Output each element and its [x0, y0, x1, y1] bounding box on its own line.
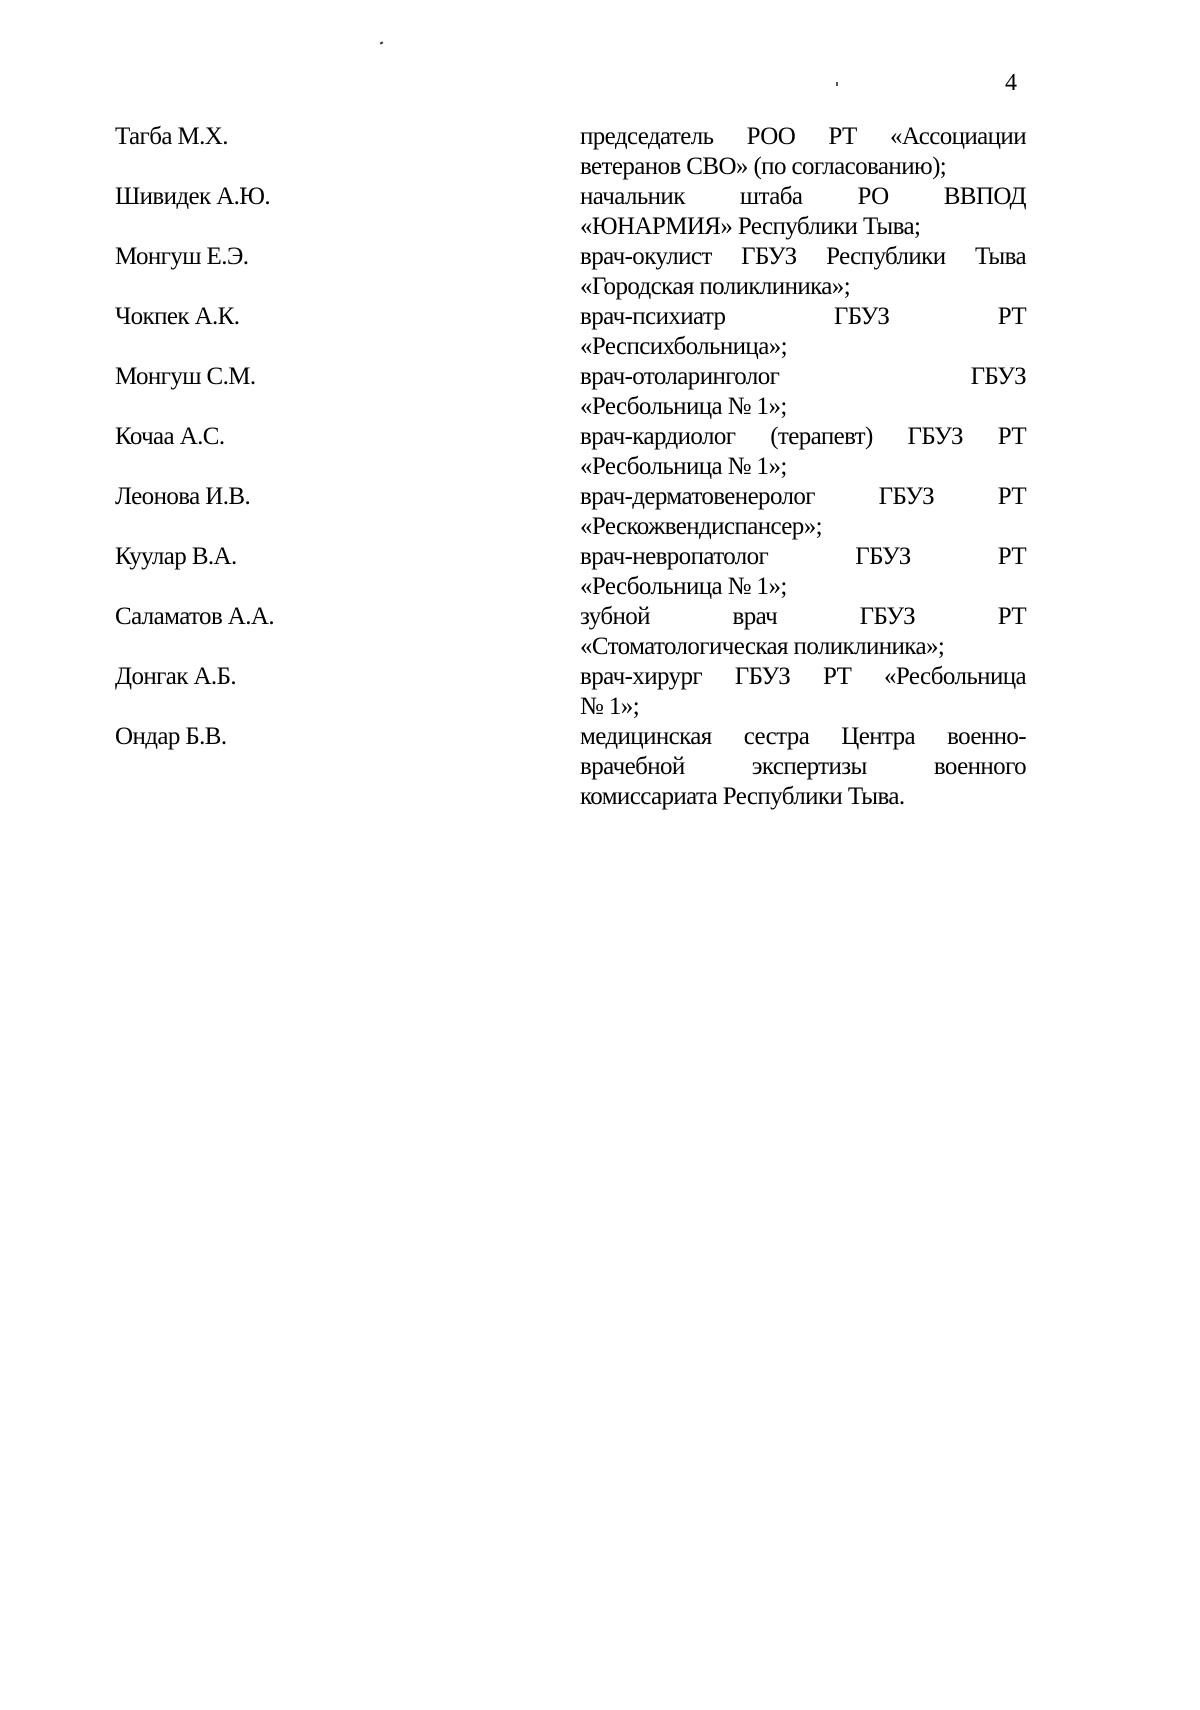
member-position: председатель РОО РТ «Ассоциации ветеранов…	[580, 122, 1027, 182]
position-line: врач-хирург ГБУЗ РТ «Ресбольница	[580, 663, 1027, 690]
member-row: Ондар Б.В. медицинская сестра Центра воен…	[115, 722, 1027, 812]
member-name: Монгуш С.М.	[115, 363, 256, 390]
member-row: Монгуш Е.Э. врач-окулист ГБУЗ Республики …	[115, 242, 1027, 302]
position-line: «Стоматологическая поликлиника»;	[580, 633, 945, 660]
position-line: № 1»;	[580, 693, 640, 720]
member-row: Монгуш С.М. врач-отоларинголог ГБУЗ «Ресбо…	[115, 362, 1027, 422]
member-name: Саламатов А.А.	[115, 603, 275, 630]
member-position: врач-отоларинголог ГБУЗ «Ресбольница № 1»…	[580, 362, 1027, 422]
member-position: врач-окулист ГБУЗ Республики Тыва «Городс…	[580, 242, 1027, 302]
position-line: «Городская поликлиника»;	[580, 273, 851, 300]
member-name: Кочаа А.С.	[115, 423, 225, 450]
position-line: врач-отоларинголог ГБУЗ	[580, 363, 1027, 390]
position-line: врач-невропатолог ГБУЗ РТ	[580, 543, 1027, 570]
member-name: Чокпек А.К.	[115, 303, 240, 330]
position-line: медицинская сестра Центра военно-	[580, 723, 1027, 750]
position-line: «Ресбольница № 1»;	[580, 453, 787, 480]
position-line: врач-психиатр ГБУЗ РТ	[580, 303, 1027, 330]
position-line: «Ресбольница № 1»;	[580, 573, 787, 600]
member-row: Саламатов А.А. зубной врач ГБУЗ РТ «Стомат…	[115, 602, 1027, 662]
member-position: врач-дерматовенеролог ГБУЗ РТ «Рескожвенд…	[580, 482, 1027, 542]
member-name: Тагба М.Х.	[115, 123, 228, 150]
member-name: Куулар В.А.	[115, 543, 237, 570]
member-position: начальник штаба РО ВВПОД «ЮНАРМИЯ» Респуб…	[580, 182, 1027, 242]
scan-speck	[836, 82, 838, 86]
position-line: «Ресбольница № 1»;	[580, 393, 787, 420]
position-line: врач-кардиолог (терапевт) ГБУЗ РТ	[580, 423, 1027, 450]
position-line: начальник штаба РО ВВПОД	[580, 183, 1027, 210]
member-name: Ондар Б.В.	[115, 723, 227, 750]
member-name: Шивидек А.Ю.	[115, 183, 271, 210]
position-line: «Респсихбольница»;	[580, 333, 788, 360]
member-position: зубной врач ГБУЗ РТ «Стоматологическая по…	[580, 602, 1027, 662]
position-line: председатель РОО РТ «Ассоциации	[580, 123, 1027, 150]
member-name: Леонова И.В.	[115, 483, 251, 510]
position-line: зубной врач ГБУЗ РТ	[580, 603, 1027, 630]
member-list: Тагба М.Х. председатель РОО РТ «Ассоциаци…	[115, 122, 1027, 812]
member-row: Чокпек А.К. врач-психиатр ГБУЗ РТ «Респсих…	[115, 302, 1027, 362]
position-line: ветеранов СВО» (по согласованию);	[580, 153, 947, 180]
member-row: Кочаа А.С. врач-кардиолог (терапевт) ГБУЗ…	[115, 422, 1027, 482]
member-row: Леонова И.В. врач-дерматовенеролог ГБУЗ Р…	[115, 482, 1027, 542]
position-line: «ЮНАРМИЯ» Республики Тыва;	[580, 213, 921, 240]
member-position: врач-хирург ГБУЗ РТ «Ресбольница № 1»;	[580, 662, 1027, 722]
scan-speck	[379, 41, 384, 45]
position-line: врачебной экспертизы военного	[580, 753, 1027, 780]
member-row: Шивидек А.Ю. начальник штаба РО ВВПОД «ЮНА…	[115, 182, 1027, 242]
member-row: Куулар В.А. врач-невропатолог ГБУЗ РТ «Рес…	[115, 542, 1027, 602]
member-position: врач-невропатолог ГБУЗ РТ «Ресбольница № …	[580, 542, 1027, 602]
member-row: Тагба М.Х. председатель РОО РТ «Ассоциаци…	[115, 122, 1027, 182]
member-name: Монгуш Е.Э.	[115, 243, 249, 270]
position-line: врач-окулист ГБУЗ Республики Тыва	[580, 243, 1027, 270]
position-line: «Рескожвендиспансер»;	[580, 513, 823, 540]
position-line: врач-дерматовенеролог ГБУЗ РТ	[580, 483, 1027, 510]
member-row: Донгак А.Б. врач-хирург ГБУЗ РТ «Ресбольн…	[115, 662, 1027, 722]
position-line: комиссариата Республики Тыва.	[580, 783, 905, 810]
page-number: 4	[1005, 70, 1017, 96]
member-position: медицинская сестра Центра военно-врачебн…	[580, 722, 1027, 812]
member-name: Донгак А.Б.	[115, 663, 237, 690]
member-position: врач-кардиолог (терапевт) ГБУЗ РТ «Ресбол…	[580, 422, 1027, 482]
member-position: врач-психиатр ГБУЗ РТ «Респсихбольница»;	[580, 302, 1027, 362]
